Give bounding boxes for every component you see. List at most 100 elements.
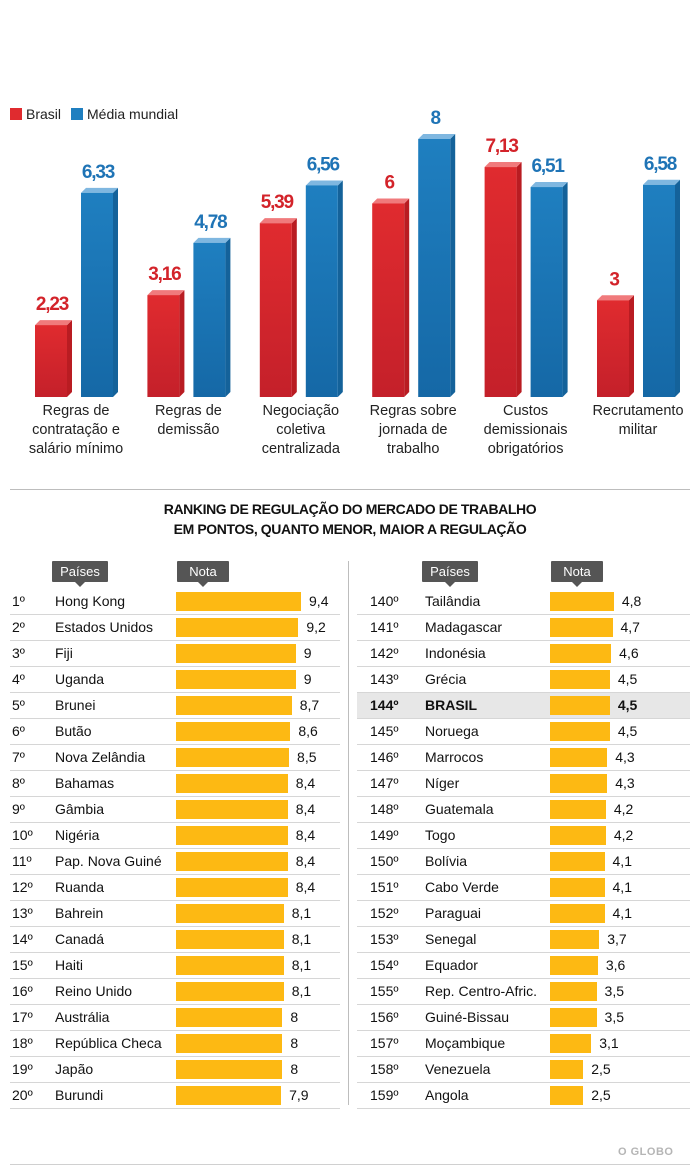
country-name: Burundi xyxy=(55,1087,104,1103)
score-value: 3,5 xyxy=(604,1009,625,1025)
country-name: Austrália xyxy=(55,1009,110,1025)
table-row: 159º Angola 2,5 xyxy=(357,1083,690,1109)
score-bar xyxy=(176,670,296,689)
bar-brasil xyxy=(35,325,67,397)
score-bar xyxy=(176,722,291,741)
table-row: 4º Uganda 9 xyxy=(10,667,340,693)
bar-top-brasil xyxy=(259,218,297,224)
table-row: 143º Grécia 4,5 xyxy=(357,667,690,693)
country-name: Madagascar xyxy=(425,619,503,635)
country-name: Noruega xyxy=(425,723,479,739)
brand-logo: O GLOBO xyxy=(618,1146,674,1158)
score-bar xyxy=(176,774,288,793)
score-bar xyxy=(550,1060,584,1079)
table-row: 153º Senegal 3,7 xyxy=(357,927,690,953)
score-value: 9,4 xyxy=(309,593,329,609)
country-name: Paraguai xyxy=(425,905,482,921)
score-bar xyxy=(176,748,290,767)
table-row: 14º Canadá 8,1 xyxy=(10,927,340,953)
country-name: Ruanda xyxy=(55,879,105,895)
score-value: 9 xyxy=(303,671,312,687)
bar-value-label: 8 xyxy=(431,108,441,129)
score-bar xyxy=(550,826,606,845)
score-bar xyxy=(176,956,284,975)
score-value: 4,1 xyxy=(612,853,632,869)
ranking-title: RANKING DE REGULAÇÃO DO MERCADO DE TRABA… xyxy=(163,501,537,537)
legend-item: Média mundial xyxy=(71,106,178,122)
bar-media-mundial xyxy=(643,184,675,397)
table-row: 8º Bahamas 8,4 xyxy=(10,771,340,797)
score-bar xyxy=(550,644,612,663)
score-bar xyxy=(550,800,606,819)
bar-brasil xyxy=(372,203,405,397)
bar-top-media-mundial xyxy=(418,134,456,139)
score-value: 8,4 xyxy=(295,879,316,895)
score-bar xyxy=(176,852,288,871)
rank: 12º xyxy=(12,879,33,895)
bar-side-brasil xyxy=(179,290,185,397)
score-bar xyxy=(176,826,288,845)
score-bar xyxy=(550,696,610,715)
rank: 19º xyxy=(12,1061,33,1077)
table-row: 16º Reino Unido 8,1 xyxy=(10,979,340,1005)
table-row: 2º Estados Unidos 9,2 xyxy=(10,615,340,641)
column-divider xyxy=(348,561,349,1105)
country-name: Rep. Centro-Afric. xyxy=(425,983,538,999)
score-value: 2,5 xyxy=(591,1087,611,1103)
country-name: Gâmbia xyxy=(55,801,105,817)
category-label: Regras de contratação e salário mínimo xyxy=(28,403,124,457)
country-name: Bahrein xyxy=(55,905,104,921)
rank: 16º xyxy=(12,983,33,999)
rank: 159º xyxy=(370,1087,399,1103)
score-value: 4,3 xyxy=(615,749,635,765)
score-header: Nota xyxy=(177,561,229,587)
table-row: 20º Burundi 7,9 xyxy=(10,1083,340,1109)
score-value: 3,1 xyxy=(599,1035,619,1051)
score-bar xyxy=(550,878,605,897)
score-value: 8 xyxy=(290,1035,299,1051)
rank: 13º xyxy=(12,905,33,921)
score-bar xyxy=(550,1086,584,1105)
rank: 151º xyxy=(370,879,399,895)
table-row: 17º Austrália 8 xyxy=(10,1005,340,1031)
ranking-column-top: 1º Hong Kong 9,4 2º Estados Unidos 9,2 3º Fiji 9… xyxy=(10,589,340,1109)
country-name: Bahamas xyxy=(55,775,115,791)
bar-value-label: 6,56 xyxy=(307,154,340,175)
bar-value-label: 7,13 xyxy=(486,136,519,157)
table-row: 7º Nova Zelândia 8,5 xyxy=(10,745,340,771)
table-row: 146º Marrocos 4,3 xyxy=(357,745,690,771)
rank: 154º xyxy=(370,957,399,973)
bar-value-label: 4,78 xyxy=(194,212,227,233)
score-bar xyxy=(550,592,614,611)
legend-swatch xyxy=(71,108,84,120)
score-bar xyxy=(176,800,288,819)
country-name: Grécia xyxy=(425,671,467,687)
country-name: Tailândia xyxy=(425,593,481,609)
country-name: Estados Unidos xyxy=(55,619,154,635)
score-value: 4,6 xyxy=(619,645,639,661)
category-label: Recrutamento militar xyxy=(592,403,684,438)
score-value: 8,4 xyxy=(295,801,316,817)
score-bar xyxy=(550,670,610,689)
legend-swatch xyxy=(10,108,22,120)
rank: 1º xyxy=(12,593,25,609)
table-row: 140º Tailândia 4,8 xyxy=(357,589,690,615)
bar-top-brasil xyxy=(372,198,410,204)
country-name: Guiné-Bissau xyxy=(425,1009,510,1025)
bar-top-brasil xyxy=(35,320,72,326)
score-value: 3,6 xyxy=(605,957,626,973)
bar-media-mundial xyxy=(305,185,338,397)
category-label: Negociação coletiva centralizada xyxy=(261,403,340,457)
rank: 152º xyxy=(370,905,399,921)
country-name: Fiji xyxy=(55,645,73,661)
bar-value-label: 6,33 xyxy=(82,162,115,183)
bar-side-media-mundial xyxy=(450,134,456,397)
score-bar xyxy=(550,982,597,1001)
table-row: 147º Níger 4,3 xyxy=(357,771,690,797)
score-value: 8 xyxy=(290,1009,299,1025)
table-row: 145º Noruega 4,5 xyxy=(357,719,690,745)
bar-brasil xyxy=(259,223,292,397)
bar-top-brasil xyxy=(147,290,185,296)
bar-side-brasil xyxy=(404,198,410,397)
country-name: Uganda xyxy=(55,671,105,687)
